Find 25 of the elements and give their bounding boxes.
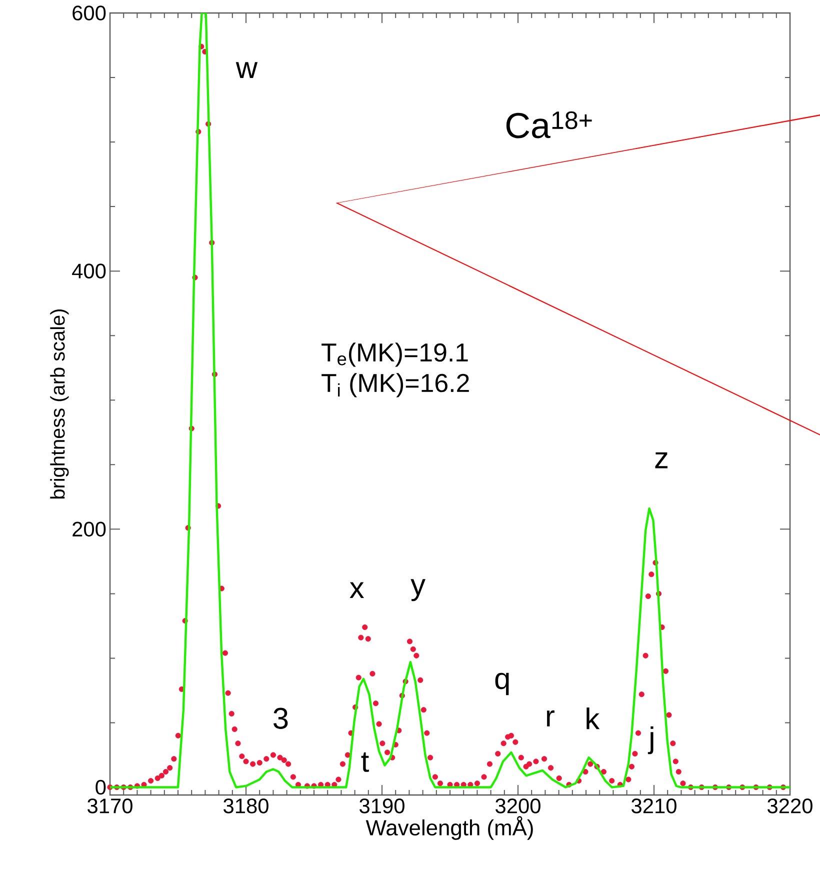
annotation: Ca$^{18+}$ — [506, 111, 592, 138]
annotation: j — [648, 726, 654, 754]
x-tick-label: 3200 — [496, 798, 540, 814]
x-tick-label: 3180 — [224, 798, 268, 814]
annotation: w — [236, 62, 258, 78]
annotation: r — [546, 710, 554, 726]
y-tick-label: 400 — [72, 264, 106, 278]
annotation: y — [410, 579, 426, 602]
annotation: z — [655, 452, 668, 468]
y-tick-label: 600 — [72, 6, 106, 20]
x-tick-label: 3210 — [632, 798, 676, 814]
annotation: t — [361, 752, 369, 772]
y-tick-label: 200 — [72, 522, 106, 537]
x-axis-title: Wavelength (mÅ) — [366, 816, 533, 840]
annotation: 3 — [274, 708, 288, 729]
x-tick-label: 3220 — [768, 798, 812, 814]
annotation: k — [586, 708, 600, 730]
y-axis-title: brightness (arb scale) — [50, 309, 69, 499]
annotation: q — [495, 672, 509, 696]
x-tick-label: 3170 — [88, 798, 132, 814]
annotation: T$_{i}$ (MK)=16.2 — [322, 373, 469, 398]
y-tick-label: 0 — [96, 780, 106, 795]
x-tick-label: 3190 — [360, 798, 404, 814]
annotation: x — [350, 582, 364, 598]
annotation: T$_{e}$(MK)=19.1 — [322, 342, 468, 367]
